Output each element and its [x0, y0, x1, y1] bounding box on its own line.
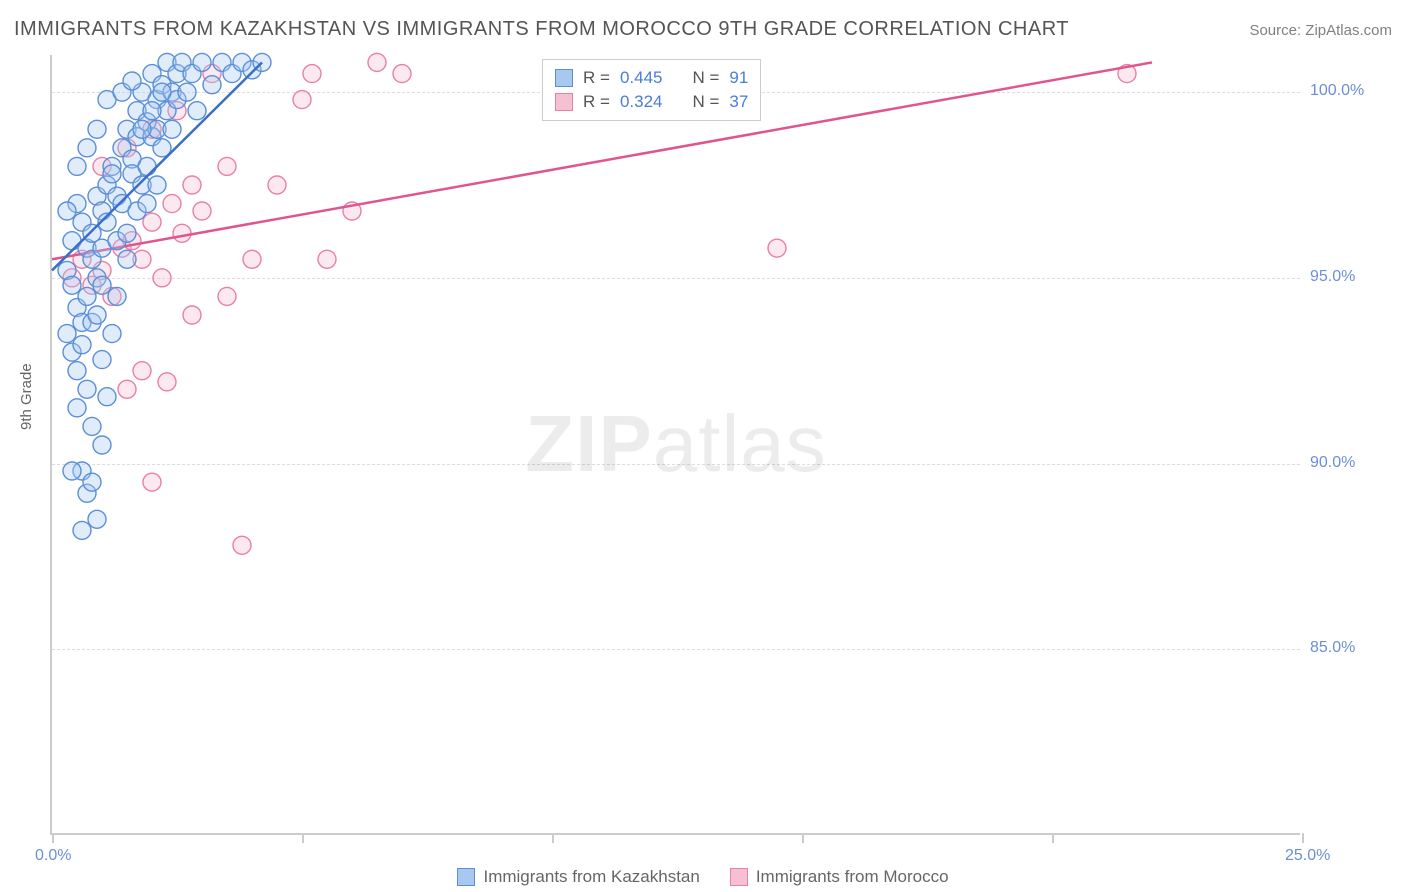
scatter-point [183, 306, 201, 324]
scatter-point [393, 65, 411, 83]
scatter-point [163, 195, 181, 213]
legend-bottom: Immigrants from Kazakhstan Immigrants fr… [0, 867, 1406, 887]
scatter-point [243, 250, 261, 268]
n-label: N = [692, 92, 719, 112]
plot-area: ZIPatlas R = 0.445 N = 91 R = 0.324 N = … [50, 55, 1300, 835]
x-tick [52, 833, 54, 843]
y-axis-label: 9th Grade [18, 363, 35, 430]
scatter-point [163, 120, 181, 138]
scatter-point [218, 287, 236, 305]
scatter-point [83, 473, 101, 491]
scatter-point [98, 388, 116, 406]
scatter-point [73, 336, 91, 354]
scatter-point [193, 53, 211, 71]
scatter-point [123, 72, 141, 90]
scatter-point [158, 373, 176, 391]
scatter-point [293, 91, 311, 109]
stats-row-morocco: R = 0.324 N = 37 [555, 90, 748, 114]
scatter-point [768, 239, 786, 257]
swatch-morocco [555, 93, 573, 111]
chart-container: IMMIGRANTS FROM KAZAKHSTAN VS IMMIGRANTS… [0, 0, 1406, 892]
scatter-point [118, 224, 136, 242]
scatter-point [58, 325, 76, 343]
r-value-kazakhstan: 0.445 [620, 68, 663, 88]
x-tick [552, 833, 554, 843]
scatter-point [188, 102, 206, 120]
scatter-point [183, 176, 201, 194]
scatter-point [78, 287, 96, 305]
stats-legend-box: R = 0.445 N = 91 R = 0.324 N = 37 [542, 59, 761, 121]
scatter-point [153, 269, 171, 287]
r-label: R = [583, 92, 610, 112]
scatter-point [68, 362, 86, 380]
scatter-point [233, 536, 251, 554]
scatter-point [143, 102, 161, 120]
scatter-point [83, 417, 101, 435]
x-tick-label: 25.0% [1285, 847, 1330, 865]
scatter-point [93, 351, 111, 369]
scatter-point [88, 120, 106, 138]
scatter-point [88, 510, 106, 528]
scatter-point [103, 165, 121, 183]
scatter-point [118, 250, 136, 268]
scatter-point [93, 436, 111, 454]
scatter-point [78, 139, 96, 157]
scatter-point [148, 176, 166, 194]
r-value-morocco: 0.324 [620, 92, 663, 112]
n-value-morocco: 37 [729, 92, 748, 112]
scatter-overlay [52, 55, 1300, 833]
legend-item-morocco: Immigrants from Morocco [730, 867, 949, 887]
r-label: R = [583, 68, 610, 88]
scatter-point [268, 176, 286, 194]
stats-row-kazakhstan: R = 0.445 N = 91 [555, 66, 748, 90]
chart-title: IMMIGRANTS FROM KAZAKHSTAN VS IMMIGRANTS… [14, 18, 1069, 41]
swatch-morocco [730, 868, 748, 886]
y-tick-label: 85.0% [1310, 639, 1355, 657]
scatter-point [193, 202, 211, 220]
scatter-point [68, 157, 86, 175]
scatter-point [143, 213, 161, 231]
scatter-point [133, 120, 151, 138]
source-attribution: Source: ZipAtlas.com [1249, 22, 1392, 39]
scatter-point [218, 157, 236, 175]
scatter-point [58, 202, 76, 220]
scatter-point [178, 83, 196, 101]
scatter-point [118, 380, 136, 398]
scatter-point [203, 76, 221, 94]
legend-item-kazakhstan: Immigrants from Kazakhstan [457, 867, 699, 887]
x-tick [1302, 833, 1304, 843]
y-tick-label: 95.0% [1310, 268, 1355, 286]
n-label: N = [692, 68, 719, 88]
scatter-point [68, 399, 86, 417]
scatter-point [103, 325, 121, 343]
scatter-point [73, 521, 91, 539]
scatter-point [63, 462, 81, 480]
scatter-point [303, 65, 321, 83]
scatter-point [108, 287, 126, 305]
n-value-kazakhstan: 91 [729, 68, 748, 88]
scatter-point [368, 53, 386, 71]
scatter-point [318, 250, 336, 268]
x-tick [302, 833, 304, 843]
swatch-kazakhstan [555, 69, 573, 87]
scatter-point [63, 276, 81, 294]
swatch-kazakhstan [457, 868, 475, 886]
x-tick [1052, 833, 1054, 843]
scatter-point [138, 195, 156, 213]
scatter-point [78, 380, 96, 398]
scatter-point [153, 83, 171, 101]
scatter-point [138, 157, 156, 175]
x-tick-label: 0.0% [35, 847, 71, 865]
y-tick-label: 90.0% [1310, 454, 1355, 472]
legend-label-morocco: Immigrants from Morocco [756, 867, 949, 887]
scatter-point [173, 224, 191, 242]
scatter-point [93, 276, 111, 294]
scatter-point [143, 473, 161, 491]
legend-label-kazakhstan: Immigrants from Kazakhstan [483, 867, 699, 887]
y-tick-label: 100.0% [1310, 82, 1364, 100]
x-tick [802, 833, 804, 843]
scatter-point [88, 306, 106, 324]
scatter-point [133, 362, 151, 380]
